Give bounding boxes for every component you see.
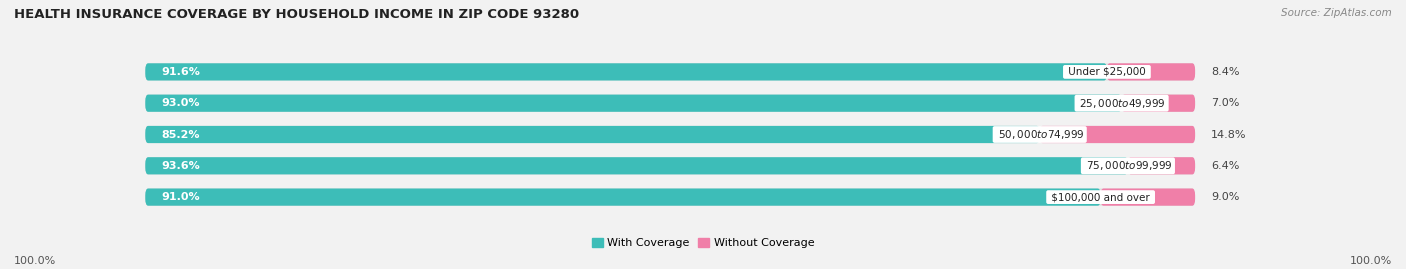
FancyBboxPatch shape xyxy=(1039,126,1195,143)
FancyBboxPatch shape xyxy=(145,63,1195,80)
Text: 100.0%: 100.0% xyxy=(14,256,56,266)
FancyBboxPatch shape xyxy=(1128,157,1195,174)
Text: 7.0%: 7.0% xyxy=(1211,98,1239,108)
Text: $50,000 to $74,999: $50,000 to $74,999 xyxy=(994,128,1085,141)
Text: Under $25,000: Under $25,000 xyxy=(1064,67,1149,77)
Text: $75,000 to $99,999: $75,000 to $99,999 xyxy=(1083,159,1173,172)
FancyBboxPatch shape xyxy=(145,95,1122,112)
Text: 93.6%: 93.6% xyxy=(162,161,200,171)
FancyBboxPatch shape xyxy=(145,126,1195,143)
FancyBboxPatch shape xyxy=(145,95,1195,112)
FancyBboxPatch shape xyxy=(145,157,1195,174)
Text: 14.8%: 14.8% xyxy=(1211,129,1246,140)
Legend: With Coverage, Without Coverage: With Coverage, Without Coverage xyxy=(588,233,818,253)
FancyBboxPatch shape xyxy=(1107,63,1195,80)
FancyBboxPatch shape xyxy=(145,189,1195,206)
Text: $25,000 to $49,999: $25,000 to $49,999 xyxy=(1077,97,1167,110)
Text: 6.4%: 6.4% xyxy=(1211,161,1239,171)
Text: HEALTH INSURANCE COVERAGE BY HOUSEHOLD INCOME IN ZIP CODE 93280: HEALTH INSURANCE COVERAGE BY HOUSEHOLD I… xyxy=(14,8,579,21)
Text: 100.0%: 100.0% xyxy=(1350,256,1392,266)
FancyBboxPatch shape xyxy=(145,189,1101,206)
FancyBboxPatch shape xyxy=(145,126,1039,143)
FancyBboxPatch shape xyxy=(145,157,1128,174)
FancyBboxPatch shape xyxy=(145,63,1107,80)
FancyBboxPatch shape xyxy=(1101,189,1195,206)
Text: 91.0%: 91.0% xyxy=(162,192,200,202)
Text: 93.0%: 93.0% xyxy=(162,98,200,108)
Text: 91.6%: 91.6% xyxy=(162,67,200,77)
FancyBboxPatch shape xyxy=(1122,95,1195,112)
Text: 9.0%: 9.0% xyxy=(1211,192,1239,202)
Text: 85.2%: 85.2% xyxy=(162,129,200,140)
Text: 8.4%: 8.4% xyxy=(1211,67,1239,77)
Text: $100,000 and over: $100,000 and over xyxy=(1047,192,1153,202)
Text: Source: ZipAtlas.com: Source: ZipAtlas.com xyxy=(1281,8,1392,18)
